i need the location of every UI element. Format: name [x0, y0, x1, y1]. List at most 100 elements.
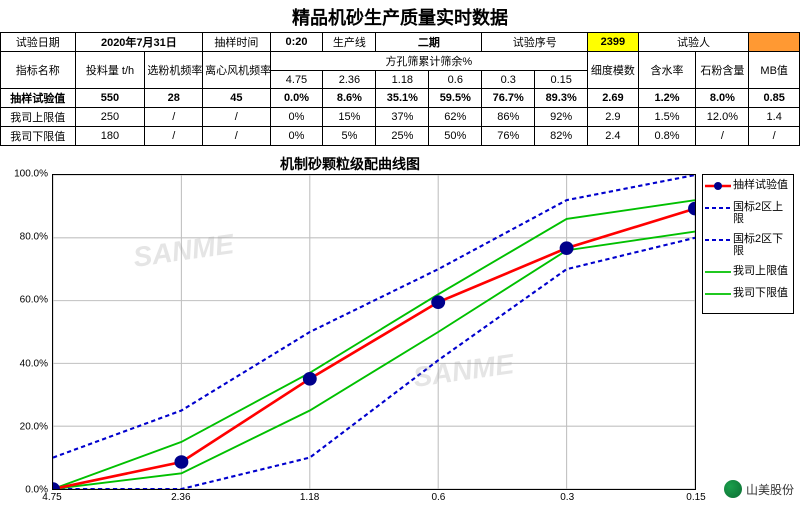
lbl-test-date: 试验日期 — [1, 33, 76, 52]
legend-item: 我司下限值 — [705, 287, 791, 301]
header-table: 试验日期 2020年7月31日 抽样时间 0:20 生产线 二期 试验序号 23… — [0, 32, 800, 146]
footer-brand: 山美股份 — [724, 480, 794, 498]
val-test-no: 2399 — [588, 33, 639, 52]
table-cell: 5% — [323, 127, 376, 146]
table-cell: 8.6% — [323, 89, 376, 108]
plot-region: SANME SANME — [52, 174, 696, 490]
lbl-mb: MB值 — [749, 52, 800, 89]
x-tick-label: 0.3 — [560, 492, 574, 503]
y-tick-label: 60.0% — [20, 295, 48, 306]
table-cell: 25% — [376, 127, 429, 146]
lbl-tester: 试验人 — [638, 33, 749, 52]
s4: 0.3 — [482, 71, 535, 89]
val-tester — [749, 33, 800, 52]
meta-row: 试验日期 2020年7月31日 抽样时间 0:20 生产线 二期 试验序号 23… — [1, 33, 800, 52]
s5: 0.15 — [535, 71, 588, 89]
legend-symbol — [705, 201, 731, 215]
table-cell: / — [203, 108, 270, 127]
table-cell: 62% — [429, 108, 482, 127]
table-cell: 180 — [75, 127, 145, 146]
x-axis-labels: 4.752.361.180.60.30.15 — [52, 492, 696, 508]
legend-item: 我司上限值 — [705, 265, 791, 279]
lbl-pfreq: 选粉机频率HZ — [145, 52, 203, 89]
lbl-ffreq: 离心风机频率HZ — [203, 52, 270, 89]
lbl-feed: 投料量 t/h — [75, 52, 145, 89]
table-cell: 12.0% — [696, 108, 749, 127]
brand-icon — [724, 480, 742, 498]
table-cell: 86% — [482, 108, 535, 127]
table-cell: / — [749, 127, 800, 146]
table-row: 抽样试验值55028450.0%8.6%35.1%59.5%76.7%89.3%… — [1, 89, 800, 108]
legend-symbol — [705, 287, 731, 301]
lbl-sample-time: 抽样时间 — [203, 33, 270, 52]
x-tick-label: 2.36 — [171, 492, 190, 503]
y-tick-label: 100.0% — [14, 169, 48, 180]
table-cell: 92% — [535, 108, 588, 127]
table-cell: 抽样试验值 — [1, 89, 76, 108]
table-cell: / — [696, 127, 749, 146]
table-cell: 我司上限值 — [1, 108, 76, 127]
legend-label: 国标2区上限 — [733, 201, 791, 225]
x-tick-label: 1.18 — [300, 492, 319, 503]
table-cell: 2.69 — [588, 89, 639, 108]
y-tick-label: 40.0% — [20, 358, 48, 369]
table-cell: 76.7% — [482, 89, 535, 108]
table-cell: / — [203, 127, 270, 146]
table-cell: 2.9 — [588, 108, 639, 127]
table-cell: 1.4 — [749, 108, 800, 127]
table-cell: 0.8% — [638, 127, 696, 146]
legend-item: 抽样试验值 — [705, 179, 791, 193]
table-cell: 76% — [482, 127, 535, 146]
legend-label: 国标2区下限 — [733, 233, 791, 257]
s3: 0.6 — [429, 71, 482, 89]
table-cell: 1.5% — [638, 108, 696, 127]
lbl-prod-line: 生产线 — [323, 33, 376, 52]
table-cell: 0.0% — [270, 89, 323, 108]
table-cell: 37% — [376, 108, 429, 127]
table-cell: 82% — [535, 127, 588, 146]
legend-label: 抽样试验值 — [733, 179, 788, 191]
legend: 抽样试验值国标2区上限国标2区下限我司上限值我司下限值 — [702, 174, 794, 314]
table-cell: 0% — [270, 108, 323, 127]
table-cell: 250 — [75, 108, 145, 127]
table-cell: 15% — [323, 108, 376, 127]
table-row: 我司上限值250//0%15%37%62%86%92%2.91.5%12.0%1… — [1, 108, 800, 127]
table-cell: / — [145, 127, 203, 146]
table-cell: / — [145, 108, 203, 127]
lbl-test-no: 试验序号 — [482, 33, 588, 52]
table-cell: 2.4 — [588, 127, 639, 146]
x-tick-label: 4.75 — [42, 492, 61, 503]
lbl-sieve-group: 方孔筛累计筛余% — [270, 52, 588, 71]
x-tick-label: 0.15 — [686, 492, 705, 503]
legend-item: 国标2区下限 — [705, 233, 791, 257]
val-sample-time: 0:20 — [270, 33, 323, 52]
y-axis-labels: 0.0%20.0%40.0%60.0%80.0%100.0% — [4, 174, 50, 490]
legend-item: 国标2区上限 — [705, 201, 791, 225]
s0: 4.75 — [270, 71, 323, 89]
s2: 1.18 — [376, 71, 429, 89]
table-cell: 50% — [429, 127, 482, 146]
chart-area: 机制砂颗粒级配曲线图 0.0%20.0%40.0%60.0%80.0%100.0… — [4, 148, 796, 508]
lbl-stone: 石粉含量 — [696, 52, 749, 89]
brand-text: 山美股份 — [746, 481, 794, 498]
table-cell: 45 — [203, 89, 270, 108]
legend-symbol — [705, 179, 731, 193]
lbl-water: 含水率 — [638, 52, 696, 89]
x-tick-label: 0.6 — [431, 492, 445, 503]
table-cell: 59.5% — [429, 89, 482, 108]
col-header-row-1: 指标名称 投料量 t/h 选粉机频率HZ 离心风机频率HZ 方孔筛累计筛余% 细… — [1, 52, 800, 71]
s1: 2.36 — [323, 71, 376, 89]
table-cell: 1.2% — [638, 89, 696, 108]
table-cell: 89.3% — [535, 89, 588, 108]
table-cell: 28 — [145, 89, 203, 108]
table-cell: 550 — [75, 89, 145, 108]
legend-symbol — [705, 233, 731, 247]
legend-symbol — [705, 265, 731, 279]
table-cell: 0% — [270, 127, 323, 146]
chart-title: 机制砂颗粒级配曲线图 — [4, 154, 696, 174]
val-prod-line: 二期 — [376, 33, 482, 52]
lbl-indicator: 指标名称 — [1, 52, 76, 89]
legend-label: 我司下限值 — [733, 287, 788, 299]
legend-label: 我司上限值 — [733, 265, 788, 277]
page-title: 精品机砂生产质量实时数据 — [0, 0, 800, 32]
